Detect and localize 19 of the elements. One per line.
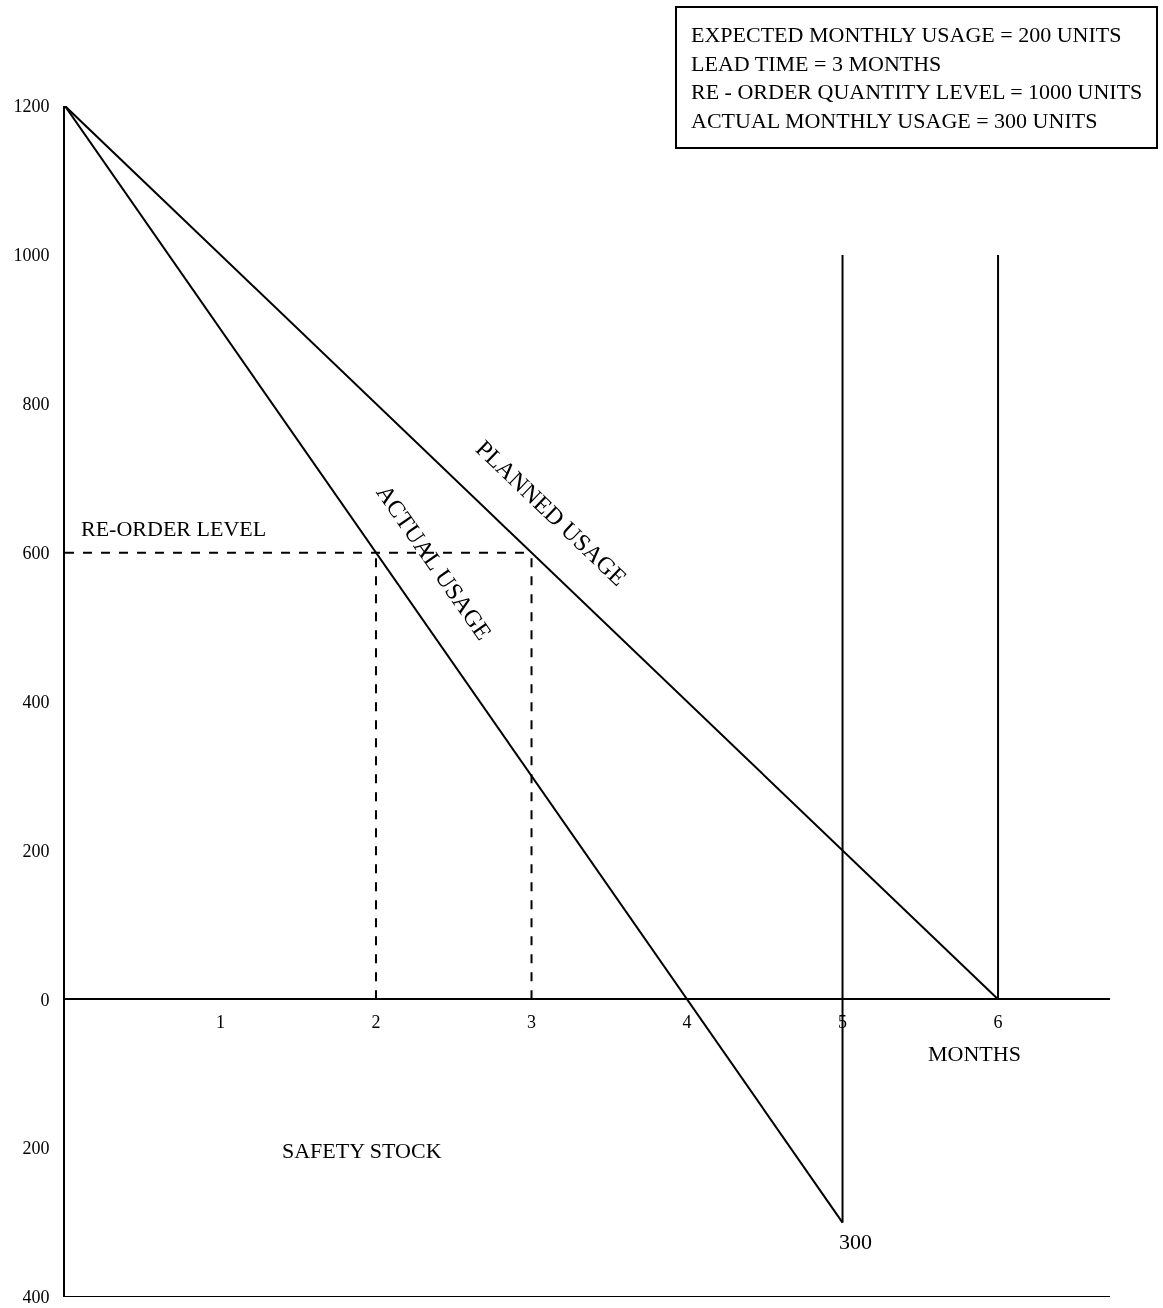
x-tick-label: 2 <box>371 1011 381 1032</box>
x-tick-label: 3 <box>527 1011 537 1032</box>
y-tick-label: 1200 <box>13 96 50 117</box>
y-tick-label: 0 <box>40 989 50 1010</box>
annotation: SAFETY STOCK <box>282 1138 442 1163</box>
y-tick-label: 1000 <box>13 245 50 266</box>
x-axis-title: MONTHS <box>928 1041 1021 1066</box>
annotation: EXPECTED MONTHLY USAGE = 200 UNITS LEAD TIME = 3 MONTHS RE - ORDER QUANTITY LEVEL = 1000 UNITS ACTUAL MONTHLY USAGE = 300 UNITS <box>691 22 1143 133</box>
annotation: RE-ORDER LEVEL <box>81 516 267 541</box>
x-tick-label: 1 <box>216 1011 226 1032</box>
y-tick-label: 200 <box>22 840 50 861</box>
x-tick-label: 4 <box>682 1011 692 1032</box>
annotation: 300 <box>839 1229 872 1254</box>
x-tick-label: 6 <box>993 1011 1003 1032</box>
y-tick-label: 200 <box>22 1138 50 1159</box>
y-tick-label: 400 <box>22 691 50 712</box>
y-tick-label: 600 <box>22 542 50 563</box>
y-tick-label: 400 <box>22 1287 50 1308</box>
y-tick-label: 800 <box>22 394 50 415</box>
